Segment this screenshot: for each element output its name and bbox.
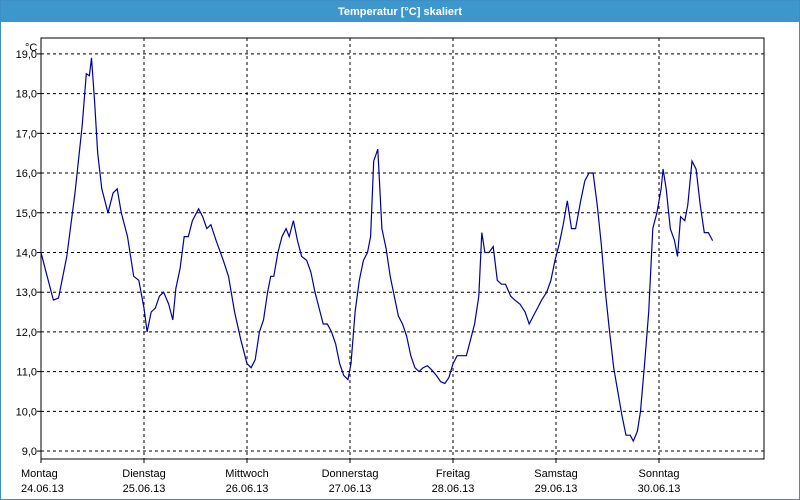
y-tick-label: 16,0 (16, 168, 37, 180)
temperature-line (40, 57, 714, 443)
x-tick-date-label: 26.06.13 (226, 483, 269, 495)
plot-frame (40, 37, 765, 460)
y-tick-label: 17,0 (16, 128, 37, 140)
x-tick-day-label: Dienstag (122, 468, 165, 480)
x-tick-day-label: Montag (21, 468, 58, 480)
y-tick-label: 9,0 (22, 446, 37, 458)
temperature-chart: °C 9,0 10,0 11,0 12,0 13,0 14,0 15,0 16,0 17,0 18… (16, 37, 765, 495)
x-tick-date-label: 24.06.13 (21, 483, 64, 495)
x-axis-ticks: Montag 24.06.13 Dienstag 25.06.13 Mittwoch 26… (21, 459, 680, 495)
y-tick-label: 18,0 (16, 89, 37, 101)
x-tick-day-label: Samstag (534, 468, 577, 480)
x-tick-day-label: Mittwoch (225, 468, 268, 480)
x-tick-date-label: 30.06.13 (638, 483, 681, 495)
y-tick-label: 10,0 (16, 406, 37, 418)
x-tick-date-label: 25.06.13 (123, 483, 166, 495)
y-axis-ticks: 9,0 10,0 11,0 12,0 13,0 14,0 15,0 16,0 17,0 18,0 1… (16, 49, 41, 458)
x-tick-day-label: Freitag (436, 468, 470, 480)
y-unit-label: °C (25, 42, 37, 54)
y-tick-label: 19,0 (16, 49, 37, 61)
chart-grid (41, 38, 764, 459)
y-tick-label: 15,0 (16, 208, 37, 220)
y-tick-label: 12,0 (16, 327, 37, 339)
y-tick-label: 13,0 (16, 287, 37, 299)
x-tick-day-label: Sonntag (639, 468, 680, 480)
x-tick-date-label: 29.06.13 (535, 483, 578, 495)
y-tick-label: 11,0 (16, 367, 37, 379)
y-tick-label: 14,0 (16, 247, 37, 259)
window-title: Temperatur [°C] skaliert (1, 1, 799, 22)
x-tick-day-label: Donnerstag (322, 468, 379, 480)
x-tick-date-label: 28.06.13 (432, 483, 475, 495)
x-tick-date-label: 27.06.13 (329, 483, 372, 495)
